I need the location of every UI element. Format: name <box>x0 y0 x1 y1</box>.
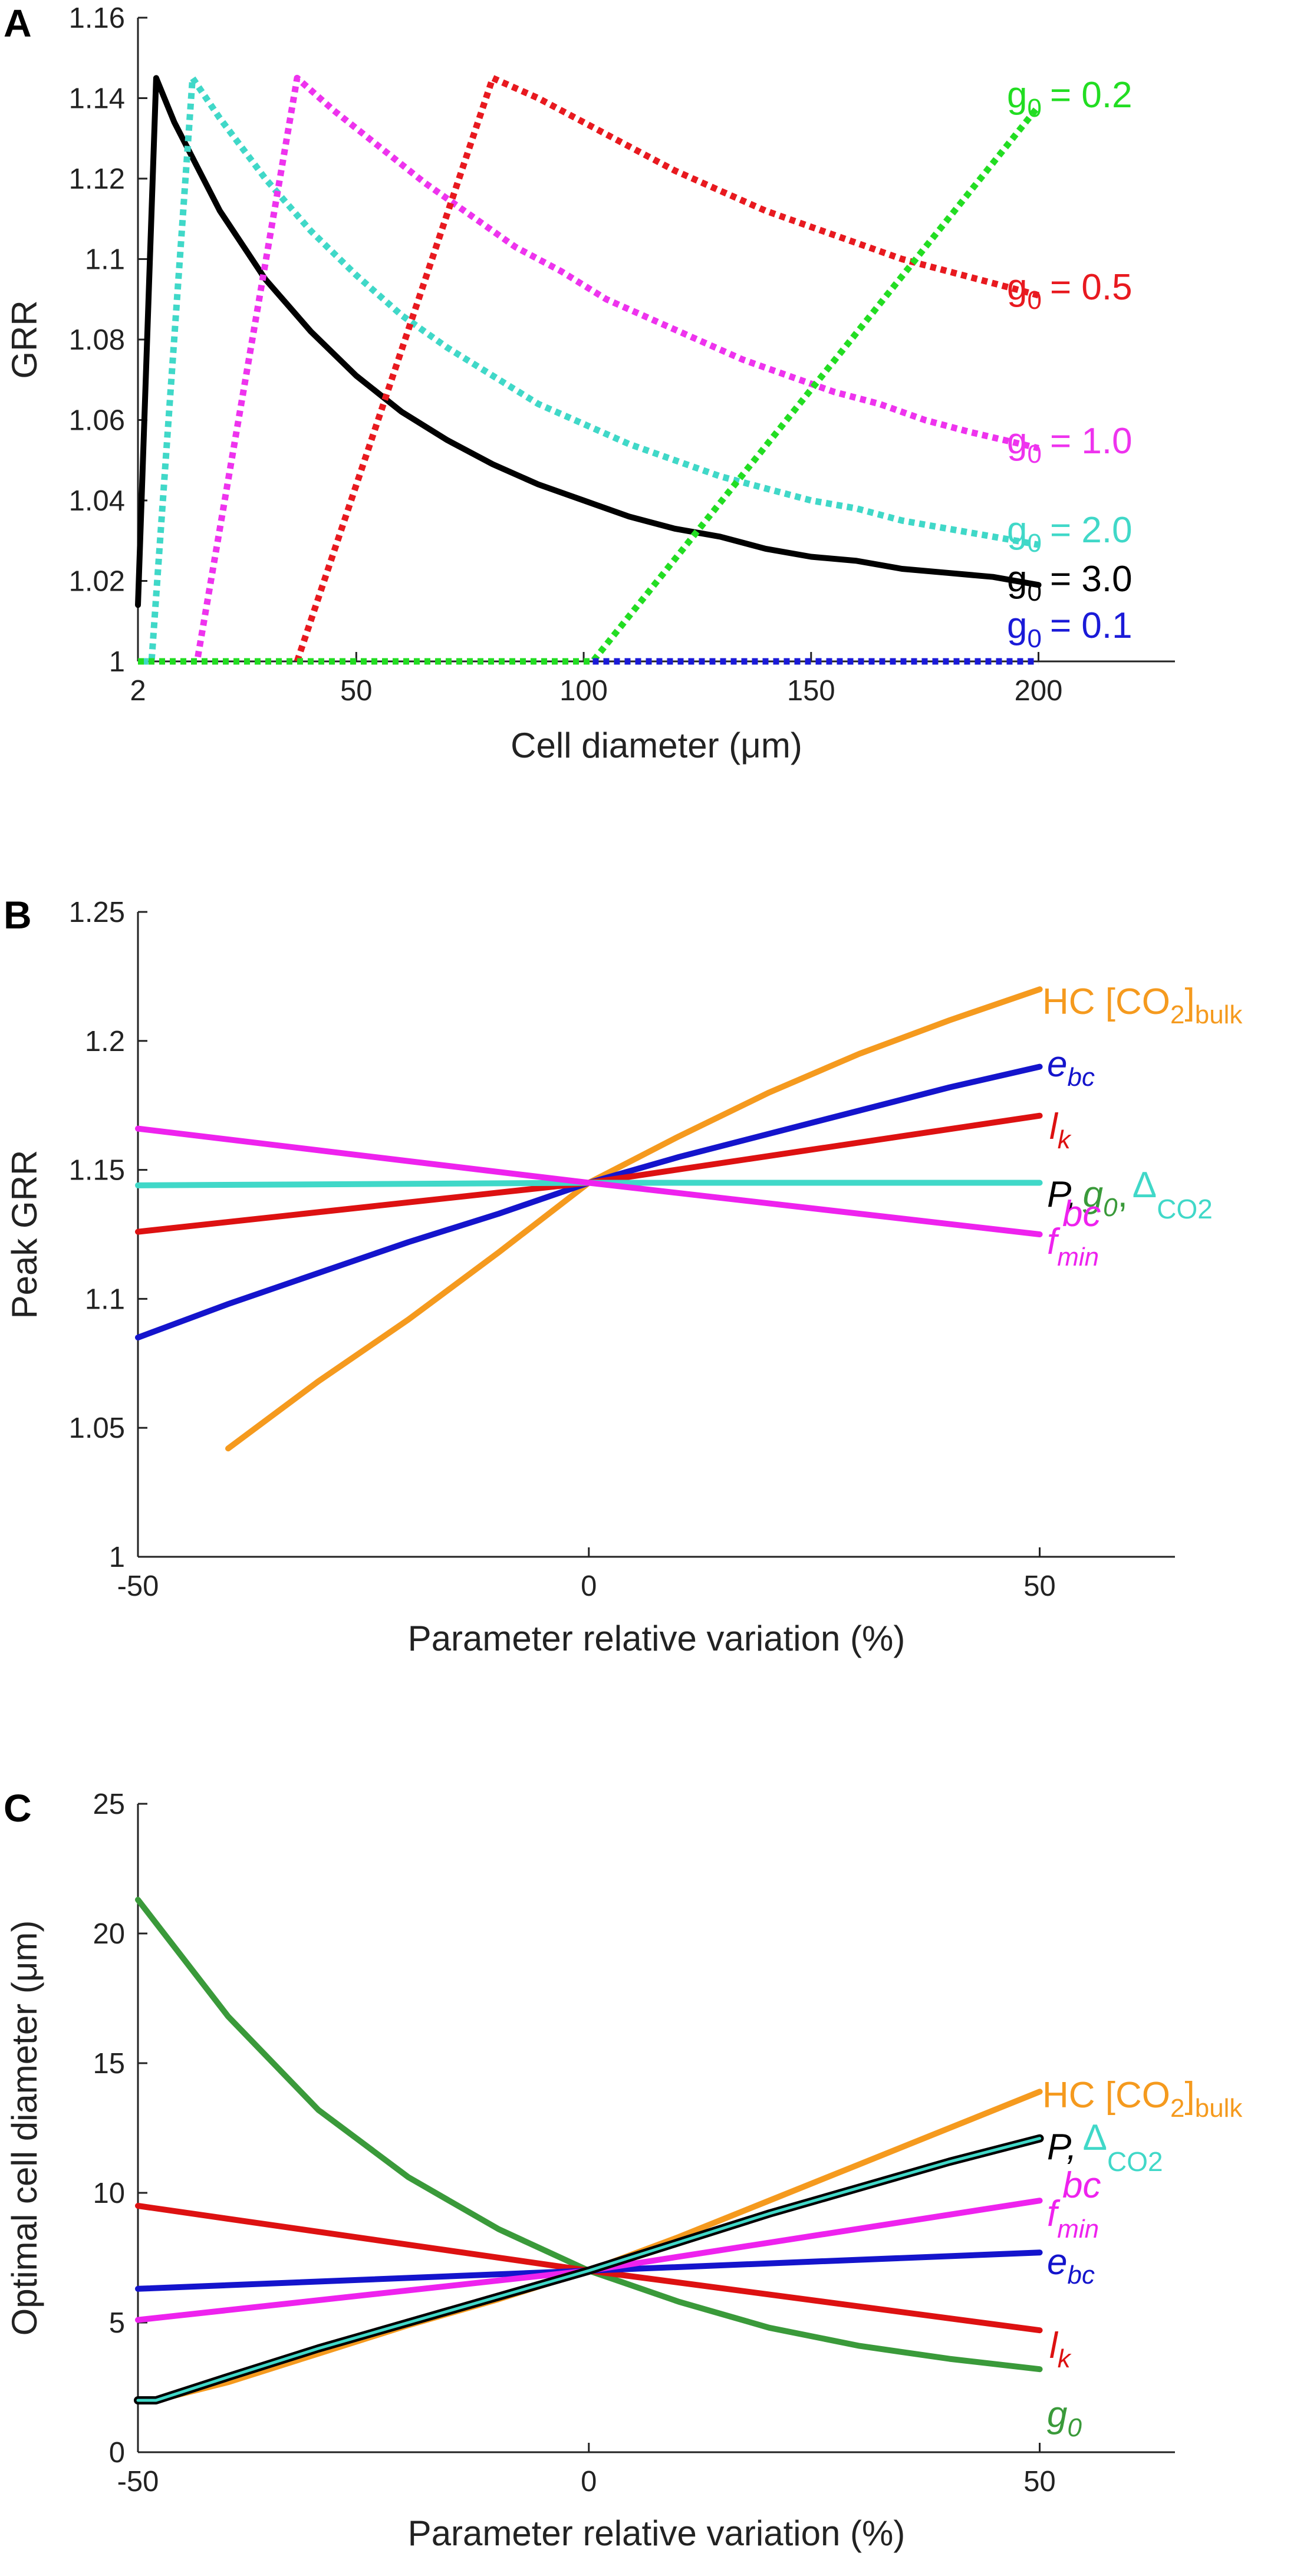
label-g0-2.0: g0 = 2.0 <box>1007 510 1132 558</box>
y-tick-label: 25 <box>93 1788 125 1820</box>
label-c-fbc: bc <box>1062 2165 1101 2206</box>
label-b-fbc: bc <box>1062 1194 1101 1234</box>
panel-b-letter: B <box>4 893 32 937</box>
y-tick-label: 5 <box>109 2307 125 2339</box>
y-tick-label: 1 <box>109 1541 125 1573</box>
series-g0-0-5-line <box>138 74 1040 665</box>
panel-a-letter: A <box>4 1 32 45</box>
x-tick-label: -50 <box>117 1570 159 1602</box>
x-tick-label: 100 <box>559 675 608 707</box>
series-g0-2-0-line <box>142 74 1039 665</box>
x-tick-label: 200 <box>1015 675 1063 707</box>
y-axis-title: GRR <box>5 300 44 378</box>
series-f-min-bc-line <box>135 1125 1043 1237</box>
series-g0-0-2-line <box>138 104 1041 665</box>
label-b-lk: lk <box>1049 1106 1072 1154</box>
panel-a-plot: 1 1.02 1.04 1.06 1.08 1.1 1.12 1.14 1.16 2 50 100 15… <box>5 2 1175 765</box>
y-axis-title: Peak GRR <box>5 1150 44 1319</box>
series-hc-co2-bulk-line <box>225 986 1043 1452</box>
y-tick-label: 1.1 <box>85 1283 125 1315</box>
label-c-lk: lk <box>1049 2325 1072 2373</box>
y-tick-label: 1.25 <box>69 897 125 928</box>
series-g0-line <box>135 1896 1043 2373</box>
x-tick-label: 0 <box>581 2466 597 2498</box>
label-g0-0.1: g0 = 0.1 <box>1007 605 1132 653</box>
y-tick-label: 20 <box>93 1918 125 1950</box>
x-axis-title: Parameter relative variation (%) <box>408 1619 906 1658</box>
label-c-hc-co2: HC [CO2]bulk <box>1042 2075 1243 2123</box>
series-g0-1-0-line <box>138 74 1039 665</box>
label-c-p-dco2: P, ΔCO2 <box>1047 2117 1163 2177</box>
y-tick-label: 1.1 <box>85 244 125 276</box>
panel-c-letter: C <box>4 1786 32 1830</box>
x-tick-label: 50 <box>1023 1570 1056 1602</box>
x-tick-label: 0 <box>581 1570 597 1602</box>
label-b-ebc: ebc <box>1047 1044 1095 1092</box>
y-tick-label: 1.02 <box>69 566 125 598</box>
series-l-k-line <box>135 1112 1043 1235</box>
label-b-fmin: fmin <box>1047 1221 1099 1271</box>
y-axis-title: Optimal cell diameter (μm) <box>5 1921 44 2336</box>
y-tick-label: 1.12 <box>69 163 125 195</box>
y-tick-label: 1.08 <box>69 324 125 356</box>
y-tick-label: 1.04 <box>69 485 125 517</box>
panel-a: A 1 1.02 1.04 1.06 1.08 1.1 1.12 1.14 1.16 2 50 100… <box>4 1 1175 765</box>
label-c-g0: g0 <box>1047 2394 1082 2442</box>
panel-b-plot: 1 1.05 1.1 1.15 1.2 1.25 -50 0 50 Parameter relat… <box>5 897 1175 1658</box>
y-tick-label: 1.14 <box>69 83 125 115</box>
series-e-bc-line <box>135 1063 1043 1340</box>
y-tick-label: 1.2 <box>85 1026 125 1058</box>
x-tick-label: 150 <box>787 675 835 707</box>
label-b-p-g0-dco2: P, g0, ΔCO2 <box>1047 1165 1213 1224</box>
y-tick-label: 1.15 <box>69 1155 125 1187</box>
label-b-hc-co2: HC [CO2]bulk <box>1042 981 1243 1029</box>
label-g0-0.2: g0 = 0.2 <box>1007 75 1132 123</box>
y-tick-label: 0 <box>109 2437 125 2469</box>
y-tick-label: 1.05 <box>69 1412 125 1444</box>
series-g0-3-0-line <box>135 75 1042 608</box>
x-tick-label: 2 <box>130 675 146 707</box>
y-tick-label: 1 <box>109 646 125 678</box>
x-tick-label: 50 <box>340 675 373 707</box>
label-g0-1.0: g0 = 1.0 <box>1007 421 1132 469</box>
x-axis-title: Parameter relative variation (%) <box>408 2514 906 2553</box>
label-g0-0.5: g0 = 0.5 <box>1007 267 1132 315</box>
y-tick-label: 15 <box>93 2048 125 2080</box>
label-g0-3.0: g0 = 3.0 <box>1007 559 1132 607</box>
x-tick-label: 50 <box>1023 2466 1056 2498</box>
label-c-ebc: ebc <box>1047 2242 1095 2290</box>
series-co2-line <box>136 2137 1042 2402</box>
panel-b: B 1 1.05 1.1 1.15 1.2 1.25 -50 0 50 Parameter rel… <box>4 893 1243 1658</box>
x-tick-label: -50 <box>117 2466 159 2498</box>
x-axis-title: Cell diameter (μm) <box>511 726 802 765</box>
y-tick-label: 1.06 <box>69 405 125 437</box>
y-tick-label: 1.16 <box>69 2 125 34</box>
y-tick-label: 10 <box>93 2178 125 2209</box>
